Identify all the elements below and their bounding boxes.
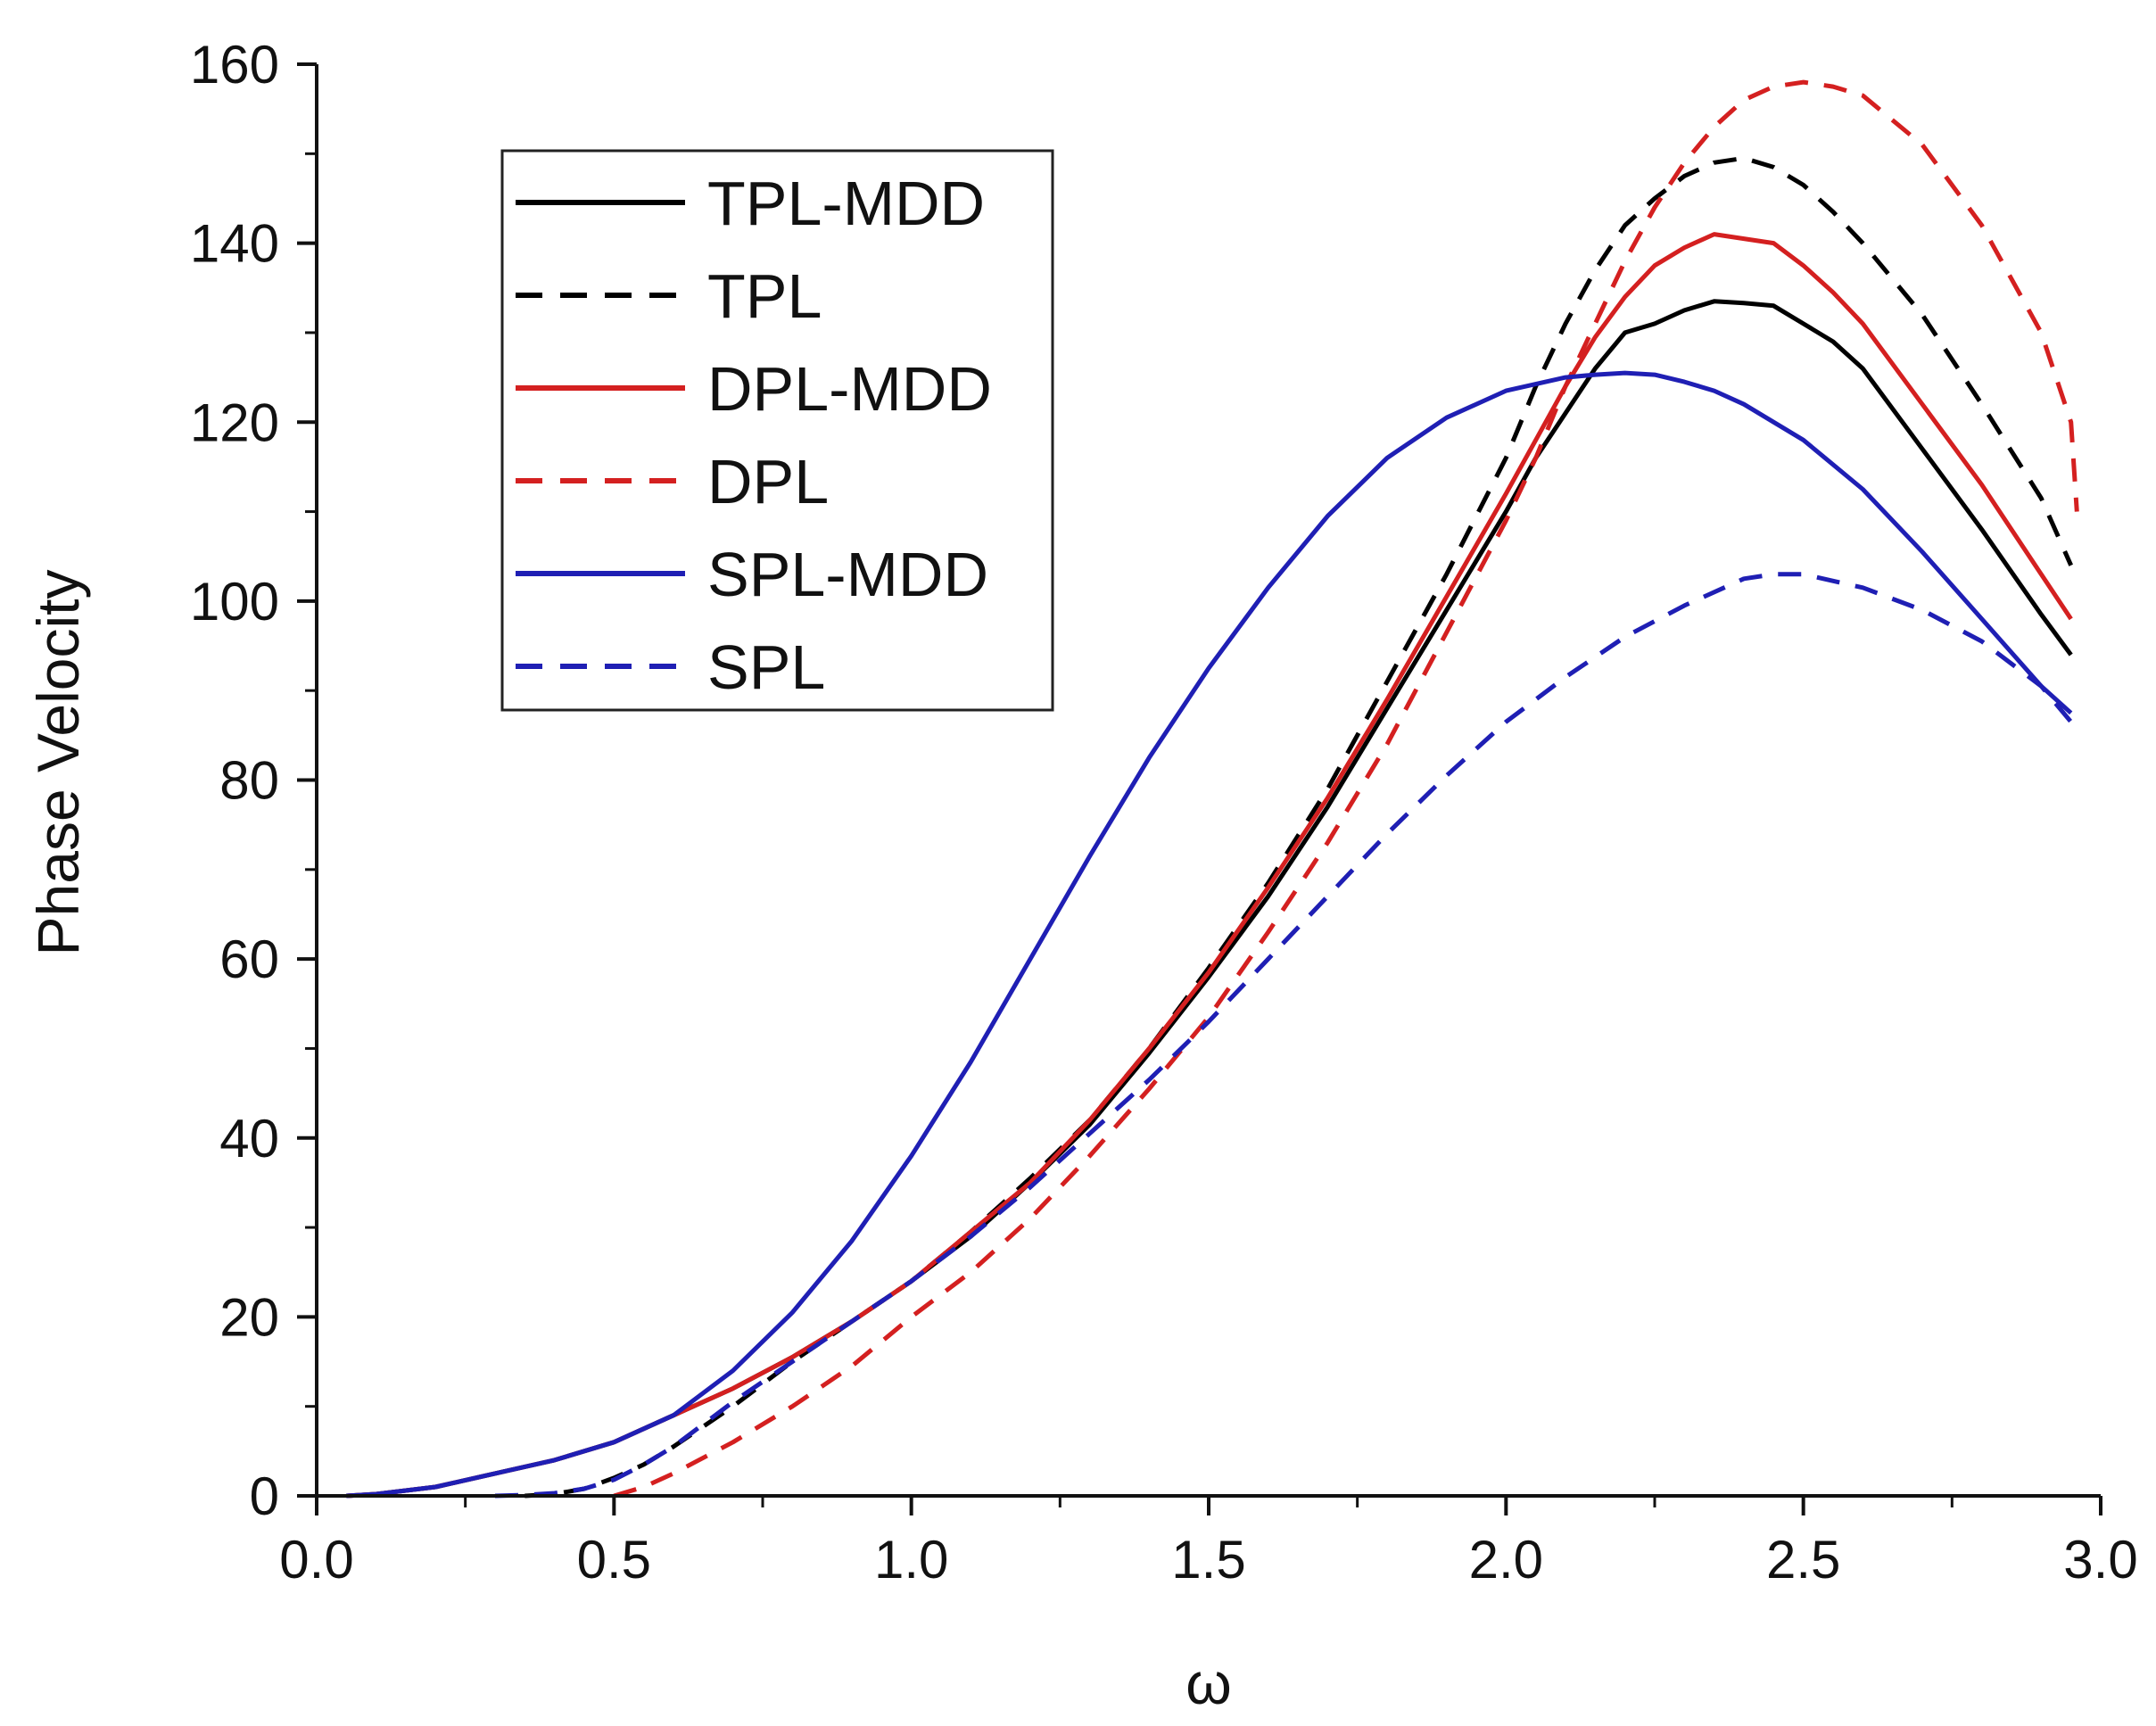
series-lines: [346, 79, 2079, 1499]
legend-label-tpl: TPL: [707, 261, 822, 331]
x-tick-label: 1.0: [874, 1530, 948, 1590]
y-tick-label: 140: [190, 214, 279, 274]
x-tick-label: 3.0: [2063, 1530, 2137, 1590]
legend-label-spl: SPL: [707, 632, 825, 702]
x-tick-label: 1.5: [1171, 1530, 1245, 1590]
legend-label-dpl: DPL: [707, 447, 829, 516]
y-axis-title: Phase Velocity: [25, 570, 91, 956]
y-tick-label: 80: [219, 751, 279, 811]
legend-label-dpl-mdd: DPL-MDD: [707, 354, 992, 424]
legend-label-spl-mdd: SPL-MDD: [707, 540, 988, 609]
y-tick-label: 20: [219, 1287, 279, 1347]
y-tick-label: 60: [219, 929, 279, 989]
x-tick-label: 2.5: [1766, 1530, 1840, 1590]
tick-labels: 0.0 0.5 1.0 1.5 2.0 2.5 3.0 0 20 40 60 80 100 120 140 1…: [190, 35, 2138, 1590]
legend-frame: [500, 149, 1054, 712]
series-line-spl-mdd: [346, 370, 2073, 1499]
legend: TPL-MDD TPL DPL-MDD DPL SPL-MDD SPL: [500, 149, 1054, 712]
y-tick-label: 120: [190, 392, 279, 452]
x-axis-title: ω: [1185, 1650, 1232, 1716]
y-tick-label: 0: [250, 1466, 279, 1526]
x-tick-label: 2.0: [1469, 1530, 1543, 1590]
x-tick-label: 0.0: [279, 1530, 353, 1590]
minor-ticks: [305, 152, 1954, 1507]
series-line-tpl: [525, 155, 2073, 1499]
y-tick-label: 40: [219, 1109, 279, 1169]
legend-label-tpl-mdd: TPL-MDD: [707, 169, 985, 238]
y-tick-label: 160: [190, 35, 279, 95]
series-line-spl: [494, 572, 2073, 1499]
tick-marks: [297, 62, 2102, 1515]
y-tick-label: 100: [190, 572, 279, 632]
series-line-dpl: [613, 79, 2079, 1499]
x-tick-label: 0.5: [577, 1530, 651, 1590]
